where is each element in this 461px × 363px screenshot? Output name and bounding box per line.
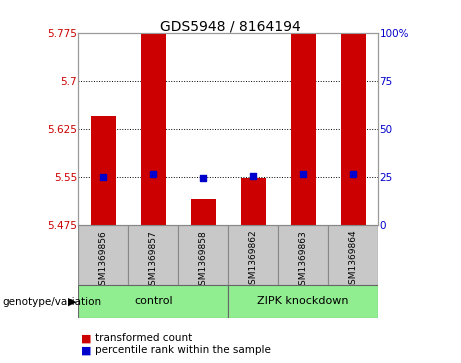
Text: GSM1369858: GSM1369858	[199, 230, 208, 291]
Bar	[290, 33, 316, 225]
Text: ■: ■	[81, 345, 91, 355]
Bar	[178, 225, 228, 285]
Text: GSM1369856: GSM1369856	[99, 230, 108, 291]
Point	[100, 174, 107, 180]
Bar	[278, 225, 328, 285]
Text: percentile rank within the sample: percentile rank within the sample	[95, 345, 271, 355]
Bar	[228, 225, 278, 285]
Bar	[191, 199, 216, 225]
Bar	[141, 33, 166, 225]
Text: GSM1369863: GSM1369863	[299, 230, 307, 291]
Bar	[328, 225, 378, 285]
Text: ZIPK knockdown: ZIPK knockdown	[257, 296, 349, 306]
Point	[150, 171, 157, 177]
Bar	[341, 33, 366, 225]
Text: GSM1369857: GSM1369857	[149, 230, 158, 291]
Point	[200, 175, 207, 181]
Text: control: control	[134, 296, 172, 306]
Bar	[228, 285, 378, 318]
Bar	[91, 116, 116, 225]
Bar	[78, 225, 128, 285]
Bar	[78, 285, 228, 318]
Point	[349, 171, 357, 177]
Bar	[128, 225, 178, 285]
Point	[300, 171, 307, 177]
Text: ▶: ▶	[68, 297, 77, 307]
Point	[249, 174, 257, 179]
Text: GSM1369864: GSM1369864	[349, 230, 358, 290]
Text: GDS5948 / 8164194: GDS5948 / 8164194	[160, 20, 301, 34]
Text: transformed count: transformed count	[95, 333, 192, 343]
Bar	[241, 178, 266, 225]
Text: genotype/variation: genotype/variation	[2, 297, 101, 307]
Text: GSM1369862: GSM1369862	[248, 230, 258, 290]
Text: ■: ■	[81, 333, 91, 343]
